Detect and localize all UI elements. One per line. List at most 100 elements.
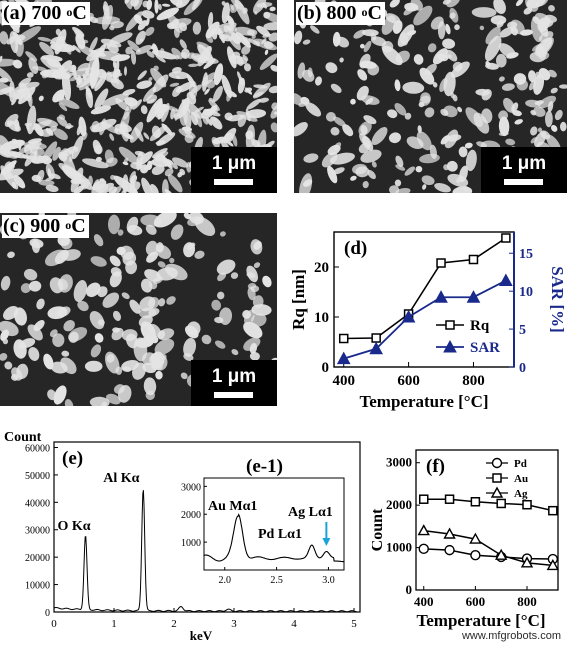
pd-point bbox=[444, 544, 455, 556]
y-tick-label-e: 20000 bbox=[25, 553, 50, 564]
series-ag bbox=[417, 524, 560, 571]
inset-spectrum-line bbox=[203, 513, 344, 563]
peak-label-ag: Ag Lα1 bbox=[288, 505, 333, 520]
sar-point bbox=[401, 309, 416, 323]
inset-frame-e1 bbox=[203, 477, 345, 571]
y-tick-label-d: 10 bbox=[314, 310, 329, 326]
y2-tick-label-d: 0 bbox=[519, 361, 526, 376]
y2-tick-label-d: 10 bbox=[519, 285, 533, 300]
sar-point bbox=[499, 273, 513, 287]
x-tick-label-d: 800 bbox=[462, 373, 485, 389]
x-tick-label-e: 2 bbox=[171, 618, 177, 630]
sar-point bbox=[466, 290, 481, 303]
legend-ag-marker bbox=[490, 486, 504, 498]
panel-label-c: (c) 900 oC bbox=[2, 215, 89, 238]
panel-label-f: (f) bbox=[426, 456, 445, 477]
legend-pd-label: Pd bbox=[514, 458, 527, 470]
sem-image-900c: (c) 900 oC 1 μm bbox=[0, 213, 277, 406]
ag-point bbox=[469, 532, 482, 544]
series-rq-line bbox=[343, 237, 507, 340]
y-tick-label-f: 0 bbox=[406, 582, 413, 597]
rq-point bbox=[338, 333, 349, 344]
y-tick-label-f: 2000 bbox=[386, 497, 412, 512]
y2-tick-label-d: 15 bbox=[519, 247, 533, 262]
inset-y-tick-label: 2000 bbox=[181, 510, 201, 521]
au-point bbox=[548, 505, 558, 516]
y-tick-label-e: 50000 bbox=[25, 471, 50, 482]
pd-point bbox=[418, 543, 429, 555]
legend-au-label: Au bbox=[514, 473, 528, 485]
series-rq bbox=[338, 233, 511, 344]
legend-ag-label: Ag bbox=[514, 488, 528, 500]
au-point bbox=[496, 498, 506, 509]
chart-e-svg: Count 0 10000 20000 30000 40000 50000 60000 0 1 2 3… bbox=[4, 430, 361, 643]
x-tick-label-d: 400 bbox=[332, 373, 355, 389]
ag-point bbox=[520, 556, 534, 568]
rq-point bbox=[501, 233, 511, 243]
series-au bbox=[418, 494, 558, 516]
sar-point bbox=[434, 290, 448, 303]
peak-label-al: Al Kα bbox=[103, 471, 139, 486]
y-tick-label-f: 3000 bbox=[386, 455, 412, 470]
au-point bbox=[444, 494, 455, 504]
sem-texture-a bbox=[0, 0, 277, 193]
x-tick-label-e: 3 bbox=[231, 618, 237, 630]
sem-texture-c bbox=[0, 213, 277, 406]
y-axis-label-d: Rq [nm] bbox=[290, 269, 308, 330]
x-axis-label-e: keV bbox=[190, 628, 213, 643]
x-tick-label-e: 0 bbox=[51, 618, 57, 630]
chart-d-svg: 400 600 800 0 10 20 0 5 10 15 Temperature [°C] Rq [… bbox=[289, 231, 567, 411]
legend-sar-label: SAR bbox=[470, 340, 500, 356]
y2-tick-label-d: 5 bbox=[519, 323, 526, 338]
inset-x-tick-label: 2.5 bbox=[270, 575, 283, 586]
legend-pd-marker bbox=[491, 457, 503, 469]
x-axis-label-f: Temperature [°C] bbox=[416, 611, 545, 630]
y-tick-label-e: 0 bbox=[45, 608, 50, 619]
chart-f-svg: 0 1000 2000 3000 400 600 800 Temperature [°C] Co… bbox=[369, 449, 560, 630]
rq-point bbox=[436, 258, 446, 268]
series-sar bbox=[336, 273, 513, 365]
scale-bar-c: 1 μm bbox=[191, 360, 277, 406]
x-tick-label-e: 5 bbox=[351, 618, 357, 630]
y-tick-label-f: 1000 bbox=[386, 540, 412, 555]
legend-d: Rq SAR bbox=[436, 318, 500, 356]
spectrum-e-line bbox=[53, 490, 357, 613]
panel-label-b: (b) 800 oC bbox=[296, 2, 385, 25]
plot-frame-d bbox=[333, 231, 515, 368]
y-tick-label-e: 40000 bbox=[25, 498, 50, 509]
sar-point bbox=[336, 351, 351, 365]
x-tick-label-d: 600 bbox=[397, 373, 420, 389]
x-tick-label-f: 400 bbox=[414, 594, 434, 609]
inset-y-tick-label: 3000 bbox=[181, 482, 201, 493]
au-point bbox=[522, 499, 532, 510]
watermark: www.mfgrobots.com bbox=[461, 630, 561, 642]
y2-axis-label-d: SAR [%] bbox=[548, 266, 567, 333]
x-tick-label-e: 1 bbox=[111, 618, 117, 630]
panel-label-d: (d) bbox=[344, 238, 367, 259]
inset-x-tick-label: 3.0 bbox=[322, 575, 335, 586]
peak-label-pd: Pd Lα1 bbox=[258, 527, 302, 542]
ag-point bbox=[546, 558, 560, 571]
legend-rq-label: Rq bbox=[470, 318, 490, 334]
peak-label-au: Au Mα1 bbox=[208, 499, 257, 514]
y-tick-label-e: 60000 bbox=[25, 443, 50, 454]
legend-au-marker bbox=[492, 473, 502, 483]
chart-e-edx: Count 0 10000 20000 30000 40000 50000 60000 0 1 2 3… bbox=[0, 428, 372, 644]
legend-rq-marker bbox=[445, 320, 455, 330]
ag-arrow-head bbox=[322, 538, 331, 546]
y-axis-label-e: Count bbox=[4, 430, 42, 445]
ag-point bbox=[443, 527, 456, 539]
ag-point bbox=[495, 548, 508, 560]
legend-sar-marker bbox=[443, 339, 457, 353]
pd-point bbox=[470, 550, 481, 561]
x-axis-label-d: Temperature [°C] bbox=[359, 392, 488, 411]
y-tick-label-e: 30000 bbox=[25, 526, 50, 537]
x-tick-label-e: 4 bbox=[291, 618, 297, 630]
sem-image-700c: (a) 700 oC 1 μm bbox=[0, 0, 277, 193]
sar-point bbox=[369, 341, 384, 355]
spectrum-e bbox=[53, 490, 357, 613]
panel-label-e1: (e-1) bbox=[246, 456, 283, 477]
inset-x-tick-label: 2.0 bbox=[218, 575, 231, 586]
x-tick-label-f: 800 bbox=[517, 594, 537, 609]
chart-d-roughness: 400 600 800 0 10 20 0 5 10 15 Temperature [°C] Rq [… bbox=[289, 222, 567, 417]
